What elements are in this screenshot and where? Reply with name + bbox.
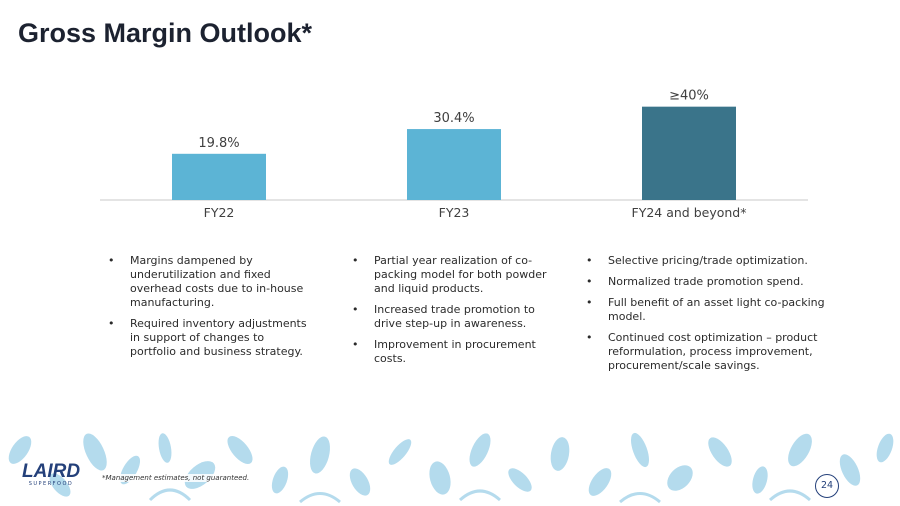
category-label: FY23: [439, 205, 470, 220]
bullet-item: Margins dampened by underutilization and…: [108, 254, 313, 310]
bar-value-label: ≥40%: [669, 89, 709, 104]
bullet-item: Increased trade promotion to drive step-…: [352, 303, 557, 331]
bullet-column-fy24: Selective pricing/trade optimization. No…: [586, 254, 836, 380]
bar-fy22: [172, 153, 266, 200]
gross-margin-chart: 19.8% FY22 30.4% FY23 ≥40% FY24 and beyond*: [100, 89, 808, 220]
bullet-item: Full benefit of an asset light co-packin…: [586, 296, 836, 324]
bar-value-label: 30.4%: [433, 111, 474, 126]
bar-fy24-and-beyond: [642, 106, 736, 200]
bullet-item: Partial year realization of co-packing m…: [352, 254, 557, 296]
footnote: *Management estimates, not guaranteed.: [100, 474, 252, 482]
bullet-item: Required inventory adjustments in suppor…: [108, 317, 313, 359]
bullet-item: Continued cost optimization – product re…: [586, 331, 836, 373]
laird-logo: LAIRD SUPERFOOD: [22, 462, 80, 487]
bullet-item: Normalized trade promotion spend.: [586, 275, 836, 289]
page-title: Gross Margin Outlook*: [18, 18, 313, 48]
bullet-item: Selective pricing/trade optimization.: [586, 254, 836, 268]
bullet-column-fy23: Partial year realization of co-packing m…: [352, 254, 557, 373]
page-number: 24: [815, 474, 839, 498]
bullet-item: Improvement in procurement costs.: [352, 338, 557, 366]
bullet-column-fy22: Margins dampened by underutilization and…: [108, 254, 313, 366]
logo-tagline: SUPERFOOD: [28, 481, 74, 487]
category-label: FY24 and beyond*: [632, 205, 747, 220]
leaf-pattern-decoration: [8, 432, 894, 504]
logo-wordmark: LAIRD: [22, 461, 81, 482]
bar-value-label: 19.8%: [198, 136, 239, 151]
category-label: FY22: [204, 205, 235, 220]
bar-fy23: [407, 129, 501, 200]
